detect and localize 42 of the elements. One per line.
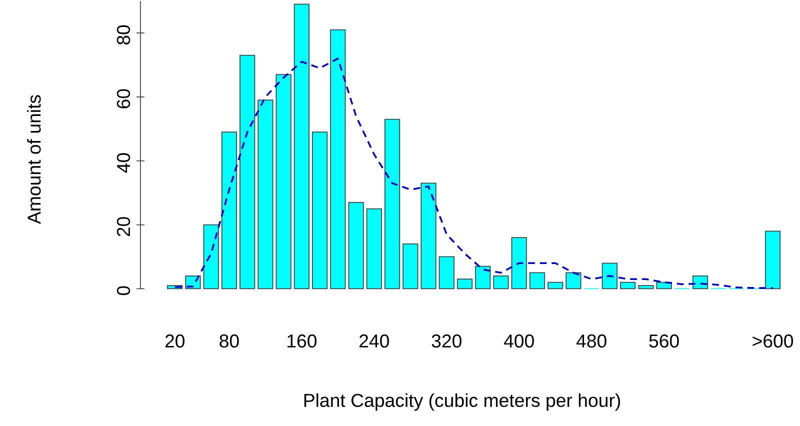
y-tick-label: 0 — [116, 286, 130, 296]
bar — [221, 132, 238, 290]
bar — [312, 132, 328, 290]
bar — [511, 237, 527, 290]
bar — [638, 284, 654, 290]
x-tick-label: 240 — [360, 334, 389, 348]
bar — [456, 278, 473, 290]
x-tick-label: 560 — [649, 334, 679, 348]
x-tick-label: 320 — [432, 334, 462, 348]
bar — [366, 208, 382, 290]
bar — [258, 100, 274, 290]
bar — [240, 54, 256, 290]
y-axis-title: Amount of units — [27, 95, 41, 224]
bar — [420, 182, 436, 290]
bar — [764, 230, 781, 290]
x-axis-title: Plant Capacity (cubic meters per hour) — [304, 393, 620, 411]
y-tick-label: 20 — [116, 217, 130, 236]
bar — [620, 282, 636, 290]
bar — [276, 74, 292, 290]
x-tick-label: 400 — [504, 334, 534, 348]
x-tick-label: 20 — [165, 334, 184, 348]
x-tick-label: 160 — [288, 334, 317, 348]
x-tick-label: 80 — [220, 334, 239, 348]
bar — [529, 272, 546, 290]
bar — [602, 262, 618, 290]
bar — [402, 243, 418, 290]
bar — [566, 272, 582, 290]
bar — [438, 256, 454, 290]
bar — [294, 4, 310, 290]
bar — [384, 118, 400, 290]
bar — [203, 224, 219, 290]
y-tick-label: 40 — [116, 153, 130, 173]
x-tick-label: 480 — [576, 334, 606, 348]
x-tick-label: >600 — [752, 334, 794, 348]
bar — [493, 275, 509, 290]
bar — [348, 202, 364, 290]
y-tick-label: 80 — [116, 25, 130, 44]
bar — [330, 29, 346, 290]
bar — [475, 266, 491, 290]
bar — [548, 282, 564, 290]
bar — [692, 275, 708, 290]
y-tick-label: 60 — [116, 89, 130, 108]
